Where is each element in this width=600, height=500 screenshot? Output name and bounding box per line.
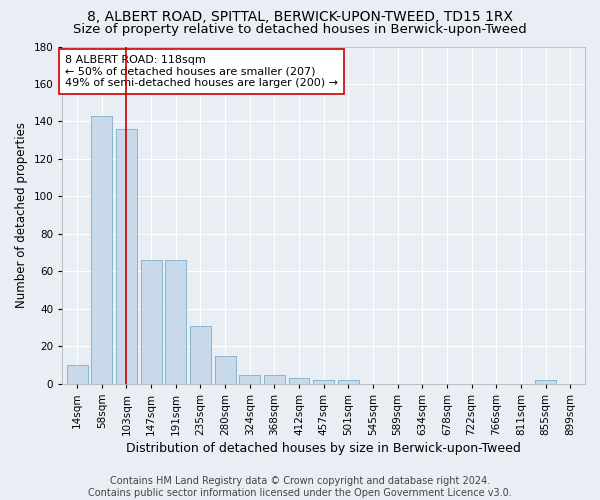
Bar (165, 260, 186, 384)
Bar (140, 260, 161, 384)
Bar (264, 374, 285, 384)
X-axis label: Distribution of detached houses by size in Berwick-upon-Tweed: Distribution of detached houses by size … (126, 442, 521, 455)
Text: 8, ALBERT ROAD, SPITTAL, BERWICK-UPON-TWEED, TD15 1RX: 8, ALBERT ROAD, SPITTAL, BERWICK-UPON-TW… (87, 10, 513, 24)
Text: Size of property relative to detached houses in Berwick-upon-Tweed: Size of property relative to detached ho… (73, 22, 527, 36)
Bar (289, 378, 310, 384)
Text: Contains HM Land Registry data © Crown copyright and database right 2024.
Contai: Contains HM Land Registry data © Crown c… (88, 476, 512, 498)
Bar (313, 380, 334, 384)
Bar (190, 326, 211, 384)
Bar (67, 365, 88, 384)
Bar (91, 116, 112, 384)
Bar (338, 380, 359, 384)
Bar (215, 356, 236, 384)
Bar (116, 129, 137, 384)
Bar (239, 374, 260, 384)
Bar (535, 380, 556, 384)
Text: 8 ALBERT ROAD: 118sqm
← 50% of detached houses are smaller (207)
49% of semi-det: 8 ALBERT ROAD: 118sqm ← 50% of detached … (65, 55, 338, 88)
Y-axis label: Number of detached properties: Number of detached properties (15, 122, 28, 308)
